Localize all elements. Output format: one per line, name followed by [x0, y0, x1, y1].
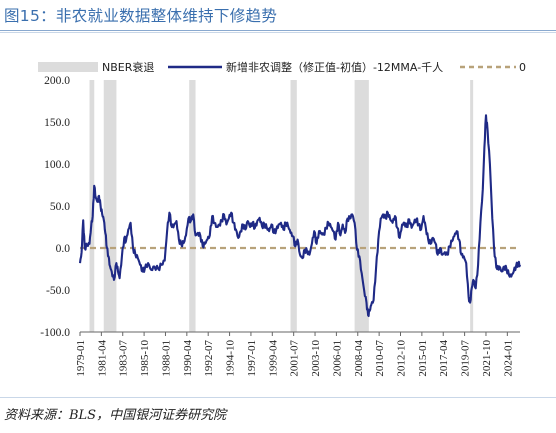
y-tick-label: 150.0: [44, 117, 70, 129]
x-tick-label: 1988-01: [160, 340, 172, 377]
legend: NBER衰退 新增非农调整（修正值-初值）-12MMA-千人 0: [38, 60, 526, 74]
y-tick-label: -50.0: [46, 285, 70, 297]
title-rule: [0, 30, 556, 31]
y-tick-label: 200.0: [44, 75, 70, 87]
legend-series-label: 新增非农调整（修正值-初值）-12MMA-千人: [226, 60, 443, 74]
source-note: 资料来源：BLS，中国银河证券研究院: [4, 408, 227, 423]
y-tick-label: 0.0: [56, 243, 71, 255]
legend-recession-swatch: [38, 62, 98, 72]
x-tick-label: 1981-04: [96, 340, 108, 377]
recession-band: [103, 80, 117, 332]
x-tick-label: 2015-01: [417, 340, 429, 377]
x-tick-label: 2003-10: [310, 340, 322, 377]
x-tick-label: 2024-01: [502, 340, 514, 377]
y-tick-label: 50.0: [50, 201, 70, 213]
legend-zero-label: 0: [519, 61, 526, 74]
chart-title: 图15：非农就业数据整体维持下修趋势: [4, 7, 278, 25]
x-tick-label: 1985-10: [139, 340, 151, 377]
recession-band: [354, 80, 369, 332]
series-line: [78, 114, 521, 318]
x-tick-label: 2017-04: [438, 340, 450, 377]
x-tick-label: 1994-10: [225, 340, 237, 377]
recession-band: [189, 80, 196, 332]
chart-svg: NBER衰退 新增非农调整（修正值-初值）-12MMA-千人 0 200.0 15…: [38, 60, 526, 377]
x-tick-label: 1979-01: [75, 340, 87, 377]
x-tick-label: 2001-07: [289, 340, 301, 377]
y-tick-label: -100.0: [40, 327, 70, 339]
recession-bands: [89, 80, 474, 332]
legend-recession-label: NBER衰退: [102, 60, 154, 74]
x-tick-label: 1997-01: [246, 340, 258, 377]
recession-band: [470, 80, 474, 332]
x-tick-label: 1992-07: [203, 340, 215, 377]
recession-band: [290, 80, 297, 332]
x-tick-label: 1990-04: [182, 340, 194, 377]
x-tick-label: 1983-07: [118, 340, 130, 377]
x-tick-label: 2021-10: [481, 340, 493, 377]
x-tick-label: 2012-10: [396, 340, 408, 377]
x-tick-label: 2010-07: [374, 340, 386, 377]
x-tick-label: 2008-04: [353, 340, 365, 377]
title-rule-secondary: [0, 32, 556, 33]
x-tick-label: 2006-01: [331, 340, 343, 377]
x-tick-label: 2019-07: [460, 340, 472, 377]
recession-band: [89, 80, 95, 332]
footer-rule: [0, 397, 556, 398]
y-tick-label: 100.0: [44, 159, 70, 171]
y-axis: 200.0 150.0 100.0 50.0 0.0 -50.0 -100.0: [40, 75, 70, 339]
x-axis: 1979-01 1981-04 1983-07 1985-10 1988-01 1990-…: [75, 332, 514, 377]
x-tick-label: 1999-04: [267, 340, 279, 377]
